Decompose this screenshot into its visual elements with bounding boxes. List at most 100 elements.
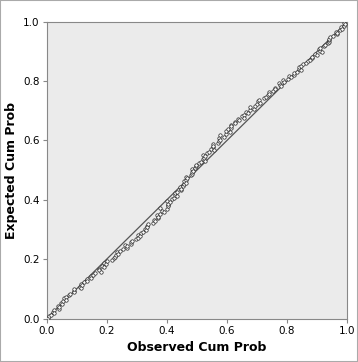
Point — [322, 42, 328, 48]
Point — [189, 167, 195, 172]
Point — [96, 267, 102, 273]
Point — [330, 33, 336, 39]
Point — [151, 217, 157, 223]
Point — [198, 159, 204, 165]
Point — [129, 238, 135, 244]
Point — [165, 201, 171, 206]
Point — [128, 241, 134, 247]
Point — [140, 229, 146, 235]
Point — [184, 176, 190, 181]
Point — [66, 292, 72, 298]
Point — [341, 23, 347, 29]
Point — [52, 310, 57, 316]
Point — [165, 198, 170, 203]
Point — [243, 109, 248, 114]
Point — [59, 302, 64, 307]
Point — [326, 36, 332, 42]
Point — [63, 294, 68, 300]
Point — [104, 258, 110, 264]
Point — [189, 171, 194, 177]
Point — [333, 29, 339, 34]
Point — [298, 67, 304, 73]
Point — [182, 178, 187, 184]
Point — [232, 119, 237, 125]
Point — [334, 30, 340, 36]
Point — [178, 184, 183, 190]
Point — [91, 272, 96, 278]
Point — [88, 273, 94, 279]
Point — [342, 20, 347, 25]
Point — [99, 263, 105, 269]
Point — [174, 189, 180, 194]
Point — [190, 168, 196, 174]
Point — [124, 245, 130, 251]
Point — [171, 195, 177, 201]
Point — [221, 134, 227, 140]
Point — [144, 224, 150, 230]
Point — [339, 26, 344, 31]
Point — [55, 303, 61, 309]
Point — [112, 254, 118, 260]
Point — [122, 242, 128, 248]
Point — [145, 221, 151, 227]
Point — [262, 95, 267, 101]
Point — [300, 61, 305, 67]
Point — [210, 144, 216, 150]
Point — [210, 141, 216, 147]
X-axis label: Observed Cum Prob: Observed Cum Prob — [127, 341, 267, 354]
Point — [309, 55, 315, 61]
Point — [189, 169, 195, 175]
Point — [188, 172, 193, 178]
Point — [257, 100, 262, 106]
Point — [56, 304, 62, 310]
Point — [337, 27, 343, 33]
Point — [312, 51, 318, 56]
Point — [120, 247, 125, 252]
Point — [60, 298, 66, 304]
Point — [263, 94, 269, 100]
Point — [239, 113, 245, 119]
Point — [115, 251, 121, 257]
Point — [96, 266, 102, 272]
Point — [101, 260, 107, 266]
Point — [296, 66, 301, 71]
Point — [165, 202, 170, 208]
Point — [169, 196, 175, 202]
Point — [206, 149, 212, 155]
Point — [338, 24, 344, 30]
Point — [247, 107, 253, 113]
Point — [109, 257, 115, 263]
Point — [310, 54, 315, 60]
Point — [174, 193, 180, 199]
Point — [303, 60, 309, 66]
Point — [201, 155, 207, 160]
Point — [88, 275, 94, 281]
Point — [241, 115, 247, 121]
Point — [342, 21, 348, 27]
Point — [143, 227, 149, 233]
Point — [232, 121, 238, 126]
Point — [314, 52, 319, 58]
Point — [158, 205, 163, 211]
Point — [178, 187, 184, 193]
Point — [218, 132, 223, 138]
Point — [267, 91, 272, 97]
Point — [117, 248, 123, 254]
Point — [61, 295, 67, 301]
Point — [292, 70, 297, 76]
Point — [184, 180, 189, 186]
Point — [255, 98, 261, 104]
Point — [153, 218, 158, 224]
Point — [193, 164, 199, 169]
Point — [196, 161, 202, 167]
Point — [223, 128, 228, 134]
Point — [216, 135, 222, 141]
Point — [103, 261, 109, 267]
Point — [228, 123, 234, 129]
Point — [150, 220, 156, 226]
Point — [84, 276, 90, 282]
Point — [211, 143, 216, 148]
Point — [112, 256, 117, 261]
Point — [235, 116, 241, 122]
Point — [325, 41, 331, 46]
